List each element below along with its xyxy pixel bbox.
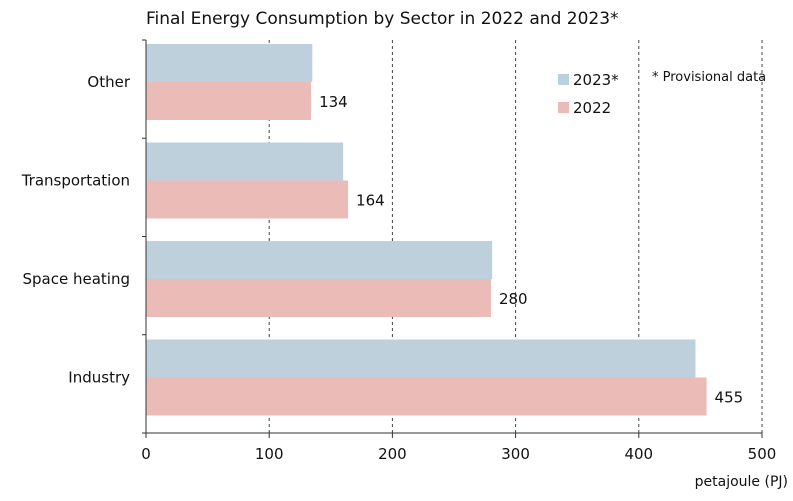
provisional-note: * Provisional data: [652, 70, 766, 85]
x-tick-label-500: 500: [748, 445, 777, 463]
value-label-transportation: 164: [356, 192, 385, 210]
legend-swatch-2023: [558, 74, 569, 85]
bar-space-heating-2023: [146, 241, 493, 279]
value-label-other: 134: [319, 93, 348, 111]
bar-transportation-2022: [146, 180, 349, 219]
bar-other-2023: [146, 44, 313, 82]
bar-industry-2022: [146, 377, 707, 416]
bars: 134 164 280 455: [146, 44, 743, 416]
chart-title: Final Energy Consumption by Sector in 20…: [146, 9, 619, 29]
category-label-industry: Industry: [68, 369, 130, 387]
bar-space-heating-2022: [146, 279, 491, 317]
legend-label-2022: 2022: [573, 99, 611, 117]
value-label-industry: 455: [715, 389, 744, 407]
bar-other-2022: [146, 82, 312, 120]
category-label-transportation: Transportation: [21, 172, 130, 190]
legend-label-2023: 2023*: [573, 71, 619, 89]
x-axis-unit-label: petajoule (PJ): [695, 474, 788, 490]
category-label-space-heating: Space heating: [23, 270, 130, 288]
x-tick-label-300: 300: [501, 445, 530, 463]
legend-swatch-2022: [558, 102, 569, 113]
x-tick-label-100: 100: [255, 445, 284, 463]
bar-industry-2023: [146, 339, 696, 378]
x-tick-label-0: 0: [141, 445, 151, 463]
value-label-space-heating: 280: [499, 290, 528, 308]
x-tick-label-400: 400: [624, 445, 653, 463]
category-label-other: Other: [87, 73, 130, 91]
x-tick-label-200: 200: [378, 445, 407, 463]
legend: 2023* 2022: [558, 71, 619, 117]
bar-transportation-2023: [146, 142, 344, 181]
axes: Other Transportation Space heating Industry…: [21, 39, 777, 463]
